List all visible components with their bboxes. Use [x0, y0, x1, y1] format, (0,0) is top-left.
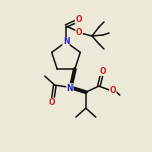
- Text: N: N: [67, 84, 73, 93]
- Text: O: O: [110, 86, 116, 95]
- Text: N: N: [63, 38, 69, 47]
- Text: O: O: [100, 67, 106, 76]
- Text: O: O: [75, 14, 82, 24]
- Text: O: O: [49, 98, 55, 107]
- Text: O: O: [76, 28, 82, 37]
